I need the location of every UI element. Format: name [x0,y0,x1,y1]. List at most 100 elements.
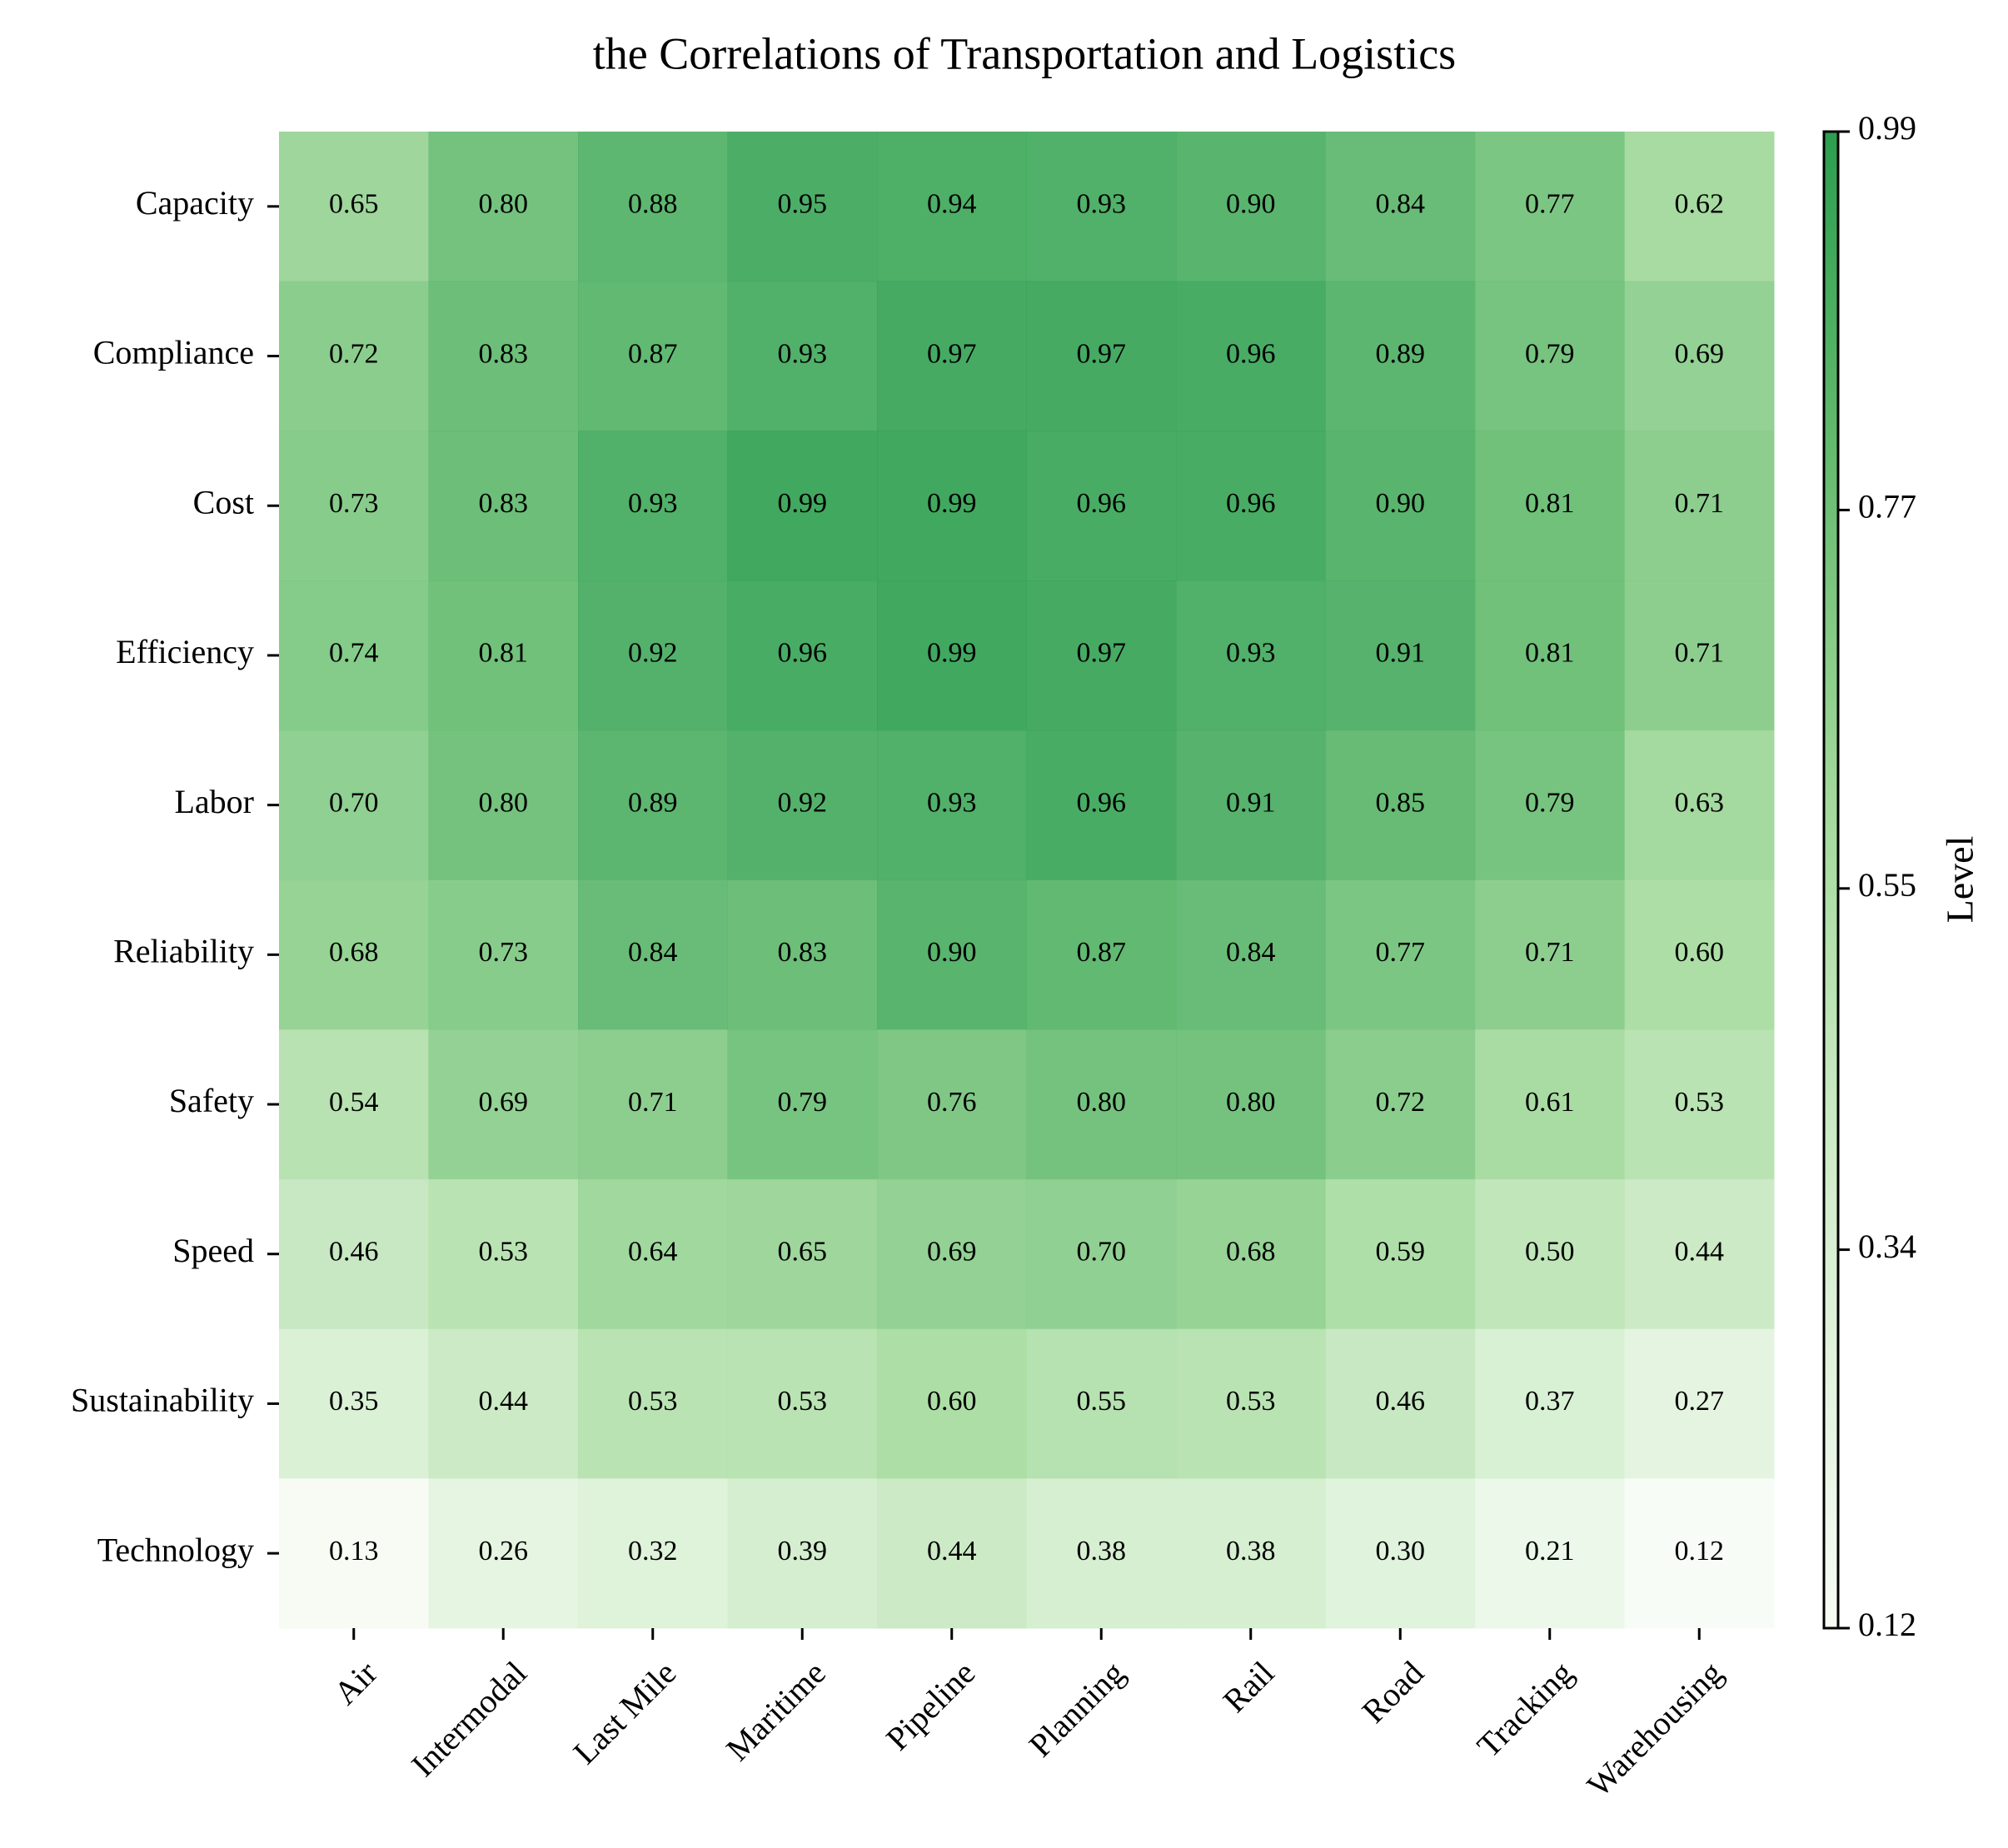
heatmap-cell [877,1029,1027,1180]
cell-value-label: 0.44 [927,1536,977,1567]
cell-value-label: 0.59 [1376,1237,1426,1268]
cell-value-label: 0.85 [1376,787,1426,818]
cell-value-label: 0.96 [1226,338,1276,369]
heatmap-cell [1624,1328,1775,1479]
heatmap-cell [877,879,1027,1030]
cell-value-label: 0.90 [1376,488,1426,519]
heatmap-cell [1026,132,1177,282]
cell-value-label: 0.12 [1675,1536,1725,1567]
cell-value-label: 0.91 [1376,638,1426,669]
y-tick-label: Compliance [93,334,254,371]
heatmap-cell [1624,1178,1775,1330]
heatmap-cell [578,1478,728,1629]
colorbar-ticks: 0.12 0.34 0.55 0.77 0.99 [1838,109,1916,1643]
y-tick-label: Safety [169,1082,254,1119]
cell-value-label: 0.37 [1525,1386,1575,1417]
colorbar-label: Level [1939,836,1981,924]
cell-value-label: 0.80 [1077,1087,1127,1118]
y-tick-label: Cost [193,483,254,521]
y-tick-label: Speed [172,1232,254,1269]
heatmap-cell [578,730,728,880]
heatmap-cell [1325,1478,1476,1629]
heatmap-cell [877,730,1027,880]
cell-value-label: 0.92 [778,787,828,818]
cell-value-label: 0.81 [479,638,529,669]
heatmap-cell [578,281,728,431]
heatmap-cell [578,580,728,731]
heatmap-cell [1176,1029,1326,1180]
heatmap-cell [1176,431,1326,581]
cell-value-label: 0.76 [927,1087,977,1118]
cell-value-label: 0.70 [1077,1237,1127,1268]
heatmap-cell [1325,132,1476,282]
cell-value-label: 0.71 [1675,488,1725,519]
cell-value-label: 0.68 [329,937,379,968]
cell-value-label: 0.77 [1525,189,1575,220]
heatmap-cell [727,580,878,731]
cell-value-label: 0.83 [778,937,828,968]
heatmap-cell [727,1478,878,1629]
heatmap-cell [1475,431,1625,581]
cell-value-label: 0.96 [1077,488,1127,519]
heatmap-cell [1176,1328,1326,1479]
cell-value-label: 0.50 [1525,1237,1575,1268]
heatmap-cell [727,132,878,282]
cell-value-label: 0.55 [1077,1386,1127,1417]
heatmap-cell [1325,730,1476,880]
heatmap-cell [279,730,429,880]
heatmap-cell [1475,1029,1625,1180]
heatmap-cell [1176,580,1326,731]
colorbar-tick-label: 0.99 [1858,109,1916,147]
cell-value-label: 0.65 [329,189,379,220]
heatmap-cell [428,879,579,1030]
colorbar-tick-label: 0.77 [1858,488,1916,526]
cell-value-label: 0.72 [1376,1087,1426,1118]
heatmap-cell [1624,1478,1775,1629]
cell-value-label: 0.53 [778,1386,828,1417]
heatmap-cell [1026,1328,1177,1479]
heatmap-cell [1026,580,1177,731]
cell-value-label: 0.99 [927,638,977,669]
heatmap-cell [1475,281,1625,431]
cell-value-label: 0.73 [479,937,529,968]
heatmap-cell [279,132,429,282]
cell-value-label: 0.53 [628,1386,678,1417]
heatmap-cell [1325,879,1476,1030]
heatmap-cell [1624,1029,1775,1180]
cell-value-label: 0.44 [479,1386,529,1417]
cell-value-label: 0.96 [1077,787,1127,818]
cell-value-label: 0.21 [1525,1536,1575,1567]
cell-value-label: 0.68 [1226,1237,1276,1268]
cell-value-label: 0.93 [628,488,678,519]
cell-value-label: 0.53 [479,1237,529,1268]
heatmap-cell [279,879,429,1030]
heatmap-cell [727,1178,878,1330]
heatmap-cell [1475,1178,1625,1330]
y-tick-label: Reliability [113,933,254,970]
cell-value-label: 0.97 [1077,338,1127,369]
heatmap-cell [279,1328,429,1479]
cell-value-label: 0.80 [1226,1087,1276,1118]
heatmap-cell [428,1029,579,1180]
cell-value-label: 0.39 [778,1536,828,1567]
cell-value-label: 0.90 [1226,189,1276,220]
cell-value-label: 0.84 [1376,189,1426,220]
cell-value-label: 0.89 [628,787,678,818]
cell-value-label: 0.72 [329,338,379,369]
heatmap-cell [1325,431,1476,581]
cell-value-label: 0.38 [1077,1536,1127,1567]
heatmap-cell [877,431,1027,581]
cell-value-label: 0.35 [329,1386,379,1417]
cell-value-labels: 0.65 0.80 0.88 0.95 0.94 0.93 0.90 0.84 0.77 0.62… [329,189,1724,1567]
cell-value-label: 0.74 [329,638,379,669]
heatmap-cell [1176,132,1326,282]
y-tick-label: Capacity [136,184,254,222]
cell-value-label: 0.79 [1525,787,1575,818]
heatmap-cell [1325,281,1476,431]
cell-value-label: 0.99 [927,488,977,519]
heatmap-cell [1026,1029,1177,1180]
heatmap-cell [279,1478,429,1629]
heatmap-cell [727,431,878,581]
heatmap-cell [428,281,579,431]
colorbar-tick-label: 0.34 [1858,1228,1916,1265]
